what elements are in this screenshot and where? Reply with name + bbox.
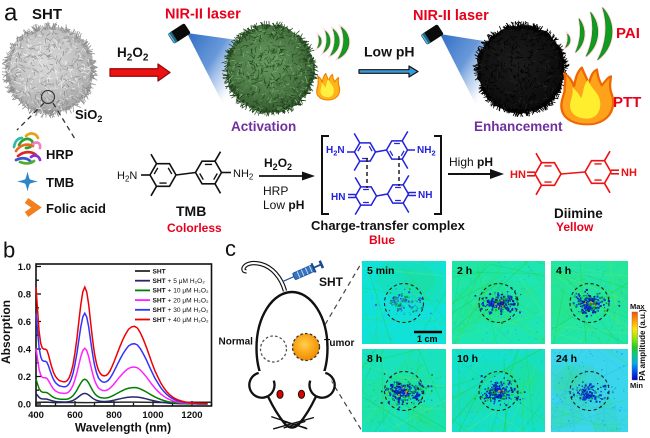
svg-text:Blue: Blue <box>369 233 395 247</box>
svg-text:10 h: 10 h <box>457 353 478 365</box>
svg-text:Enhancement: Enhancement <box>474 119 563 134</box>
svg-text:Min: Min <box>630 381 643 390</box>
svg-text:PTT: PTT <box>613 94 641 111</box>
svg-text:HRP: HRP <box>263 184 288 198</box>
svg-text:a: a <box>4 0 18 27</box>
svg-text:Yellow: Yellow <box>556 220 594 234</box>
svg-text:5 min: 5 min <box>367 265 394 277</box>
svg-text:SHT + 5 μM H₂O₂: SHT + 5 μM H₂O₂ <box>153 278 206 285</box>
svg-text:b: b <box>3 238 15 263</box>
svg-text:HN: HN <box>331 192 345 203</box>
svg-text:0.8: 0.8 <box>18 290 31 301</box>
svg-text:c: c <box>225 236 236 261</box>
svg-text:Activation: Activation <box>231 119 296 134</box>
svg-text:TMB: TMB <box>46 175 74 190</box>
svg-text:Max: Max <box>630 302 645 311</box>
svg-text:4 h: 4 h <box>556 265 571 277</box>
svg-text:Diimine: Diimine <box>554 206 603 221</box>
svg-text:Wavelength (nm): Wavelength (nm) <box>75 421 171 435</box>
svg-text:24 h: 24 h <box>556 353 577 365</box>
svg-text:Charge-transfer complex: Charge-transfer complex <box>311 218 466 233</box>
svg-text:SHT: SHT <box>32 6 62 23</box>
svg-text:NH: NH <box>418 190 432 201</box>
svg-text:SiO2: SiO2 <box>75 107 102 124</box>
svg-text:Low pH: Low pH <box>364 44 415 60</box>
svg-text:1 cm: 1 cm <box>417 334 438 344</box>
svg-text:600: 600 <box>67 410 83 421</box>
svg-text:8 h: 8 h <box>367 353 382 365</box>
svg-text:NIR-II laser: NIR-II laser <box>165 7 241 23</box>
svg-text:400: 400 <box>28 410 44 421</box>
svg-text:NH: NH <box>621 167 637 179</box>
svg-text:SHT + 20 μM H₂O₂: SHT + 20 μM H₂O₂ <box>153 297 209 304</box>
svg-text:800: 800 <box>106 410 122 421</box>
svg-text:1000: 1000 <box>142 410 163 421</box>
svg-text:Absorption: Absorption <box>0 300 13 364</box>
svg-text:Normal: Normal <box>219 337 254 348</box>
svg-text:H2N: H2N <box>117 170 137 184</box>
svg-text:0.2: 0.2 <box>18 372 31 383</box>
svg-text:SHT + 40 μM H₂O₂: SHT + 40 μM H₂O₂ <box>153 317 209 324</box>
svg-text:Colorless: Colorless <box>167 221 222 235</box>
svg-text:Folic acid: Folic acid <box>46 201 106 216</box>
svg-text:SHT + 30 μM H₂O₂: SHT + 30 μM H₂O₂ <box>153 307 209 314</box>
svg-text:SHT: SHT <box>319 275 344 289</box>
svg-text:Tumor: Tumor <box>324 338 354 349</box>
svg-text:HN: HN <box>510 169 526 181</box>
svg-text:0.4: 0.4 <box>18 345 32 356</box>
svg-text:SHT: SHT <box>153 268 166 275</box>
svg-text:NH2: NH2 <box>233 168 254 182</box>
svg-text:2 h: 2 h <box>457 265 472 277</box>
svg-text:HRP: HRP <box>46 147 74 162</box>
svg-text:NH2: NH2 <box>417 145 436 158</box>
svg-text:SHT + 10 μM H₂O₂: SHT + 10 μM H₂O₂ <box>153 288 209 295</box>
svg-text:TMB: TMB <box>176 203 206 219</box>
svg-text:0.0: 0.0 <box>18 400 31 411</box>
svg-text:H2N: H2N <box>326 145 345 158</box>
svg-text:Low pH: Low pH <box>263 198 304 212</box>
svg-text:High pH: High pH <box>449 155 493 169</box>
svg-text:H2O2: H2O2 <box>264 156 292 172</box>
svg-text:1200: 1200 <box>181 410 202 421</box>
svg-text:1.0: 1.0 <box>18 262 31 273</box>
svg-text:NIR-II laser: NIR-II laser <box>413 8 489 24</box>
svg-text:H2O2: H2O2 <box>117 45 149 64</box>
svg-text:PA amplitude (a.u.): PA amplitude (a.u.) <box>638 309 647 381</box>
svg-text:0.6: 0.6 <box>18 317 31 328</box>
svg-text:PAI: PAI <box>616 25 640 42</box>
